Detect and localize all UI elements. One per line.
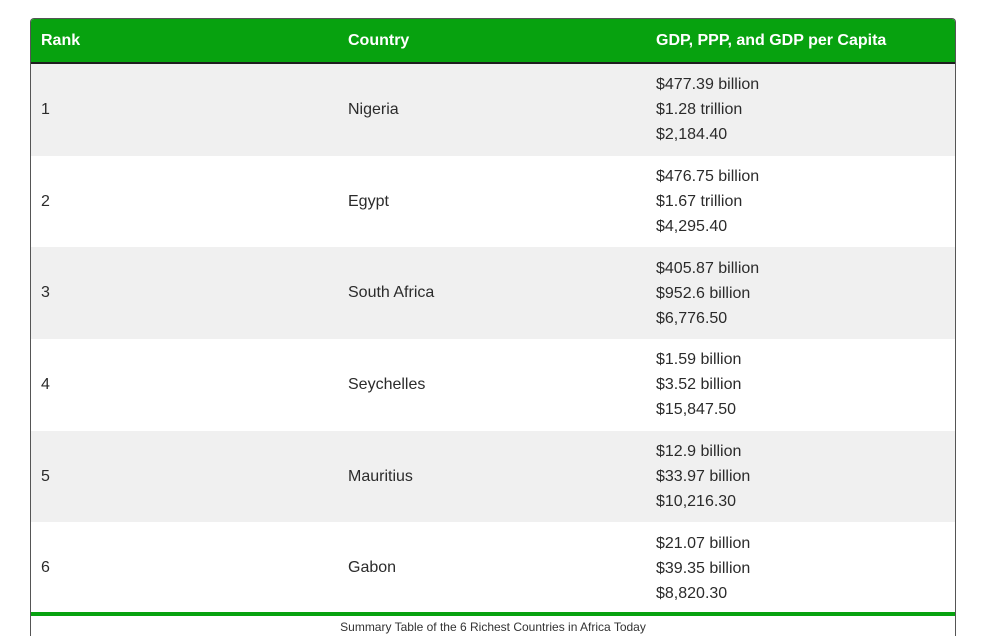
cell-rank: 4 — [41, 375, 50, 393]
table-row: 4 Seychelles $1.59 billion $3.52 billion… — [31, 339, 955, 431]
ppp-value: $3.52 billion — [656, 376, 742, 394]
per-capita-value: $6,776.50 — [656, 309, 728, 327]
cell-gdp: $405.87 billion $952.6 billion $6,776.50 — [646, 256, 955, 331]
cell-country: Seychelles — [348, 375, 426, 393]
cell-country: Nigeria — [348, 100, 399, 118]
gdp-value: $405.87 billion — [656, 259, 760, 277]
table-row: 5 Mauritius $12.9 billion $33.97 billion… — [31, 430, 955, 523]
table-row: 6 Gabon $21.07 billion $39.35 billion $8… — [31, 522, 955, 615]
header-gdp: GDP, PPP, and GDP per Capita — [656, 31, 887, 49]
cell-country: South Africa — [348, 284, 435, 302]
table-row: 1 Nigeria $477.39 billion $1.28 trillion… — [31, 64, 955, 156]
cell-rank: 6 — [41, 559, 50, 577]
table-header: Rank Country GDP, PPP, and GDP per Capit… — [31, 19, 955, 64]
cell-rank: 1 — [41, 100, 50, 118]
gdp-value: $477.39 billion — [656, 76, 760, 94]
ppp-value: $39.35 billion — [656, 559, 751, 577]
cell-gdp: $1.59 billion $3.52 billion $15,847.50 — [646, 347, 955, 422]
header-country: Country — [348, 31, 410, 49]
per-capita-value: $4,295.40 — [656, 218, 728, 236]
header-rank: Rank — [41, 31, 81, 49]
cell-rank: 3 — [41, 284, 50, 302]
table-row: 2 Egypt $476.75 billion $1.67 trillion $… — [31, 155, 955, 248]
cell-rank: 2 — [41, 192, 50, 210]
table-row: 3 South Africa $405.87 billion $952.6 bi… — [31, 247, 955, 340]
ppp-value: $33.97 billion — [656, 468, 751, 486]
cell-gdp: $12.9 billion $33.97 billion $10,216.30 — [646, 439, 955, 514]
gdp-value: $21.07 billion — [656, 534, 751, 552]
ppp-value: $1.67 trillion — [656, 193, 743, 211]
gdp-table: Rank Country GDP, PPP, and GDP per Capit… — [30, 18, 956, 636]
table-caption: Summary Table of the 6 Richest Countries… — [340, 620, 646, 634]
per-capita-value: $2,184.40 — [656, 126, 728, 144]
cell-country: Egypt — [348, 192, 389, 210]
ppp-value: $1.28 trillion — [656, 101, 743, 119]
per-capita-value: $10,216.30 — [656, 493, 737, 511]
gdp-value: $12.9 billion — [656, 443, 742, 461]
ppp-value: $952.6 billion — [656, 284, 751, 302]
gdp-value: $476.75 billion — [656, 168, 760, 186]
cell-country: Mauritius — [348, 467, 413, 485]
per-capita-value: $8,820.30 — [656, 584, 728, 602]
cell-gdp: $21.07 billion $39.35 billion $8,820.30 — [646, 531, 955, 606]
cell-gdp: $476.75 billion $1.67 trillion $4,295.40 — [646, 164, 955, 239]
per-capita-value: $15,847.50 — [656, 401, 737, 419]
gdp-value: $1.59 billion — [656, 351, 742, 369]
table-bottom-border — [31, 612, 955, 616]
cell-country: Gabon — [348, 559, 397, 577]
cell-rank: 5 — [41, 467, 50, 485]
cell-gdp: $477.39 billion $1.28 trillion $2,184.40 — [646, 72, 955, 147]
